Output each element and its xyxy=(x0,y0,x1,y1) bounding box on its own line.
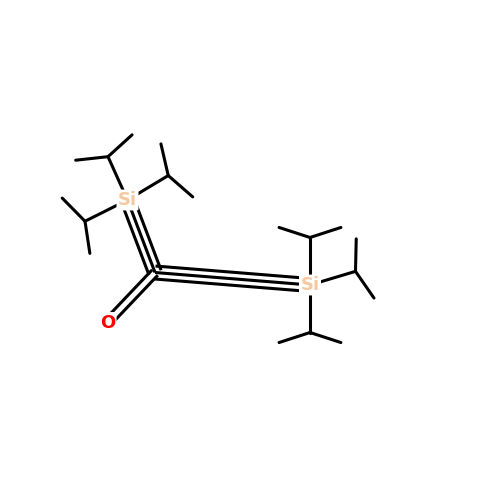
Text: Si: Si xyxy=(118,191,137,209)
Text: Si: Si xyxy=(300,276,320,294)
Text: O: O xyxy=(100,314,115,332)
